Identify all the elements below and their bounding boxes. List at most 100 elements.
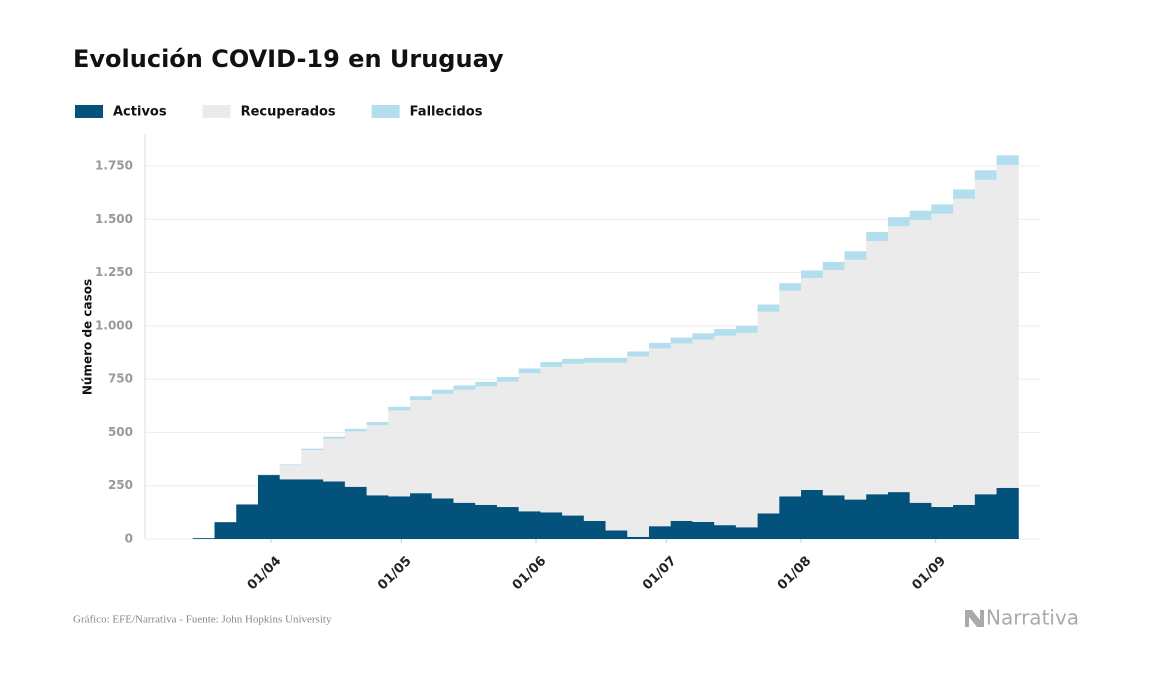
area-step xyxy=(866,241,889,495)
area-step xyxy=(844,499,867,539)
area-step xyxy=(866,232,889,242)
area-step xyxy=(692,333,715,340)
area-step xyxy=(583,520,607,539)
area-step xyxy=(822,261,845,270)
x-tick-label: 01/05 xyxy=(375,554,415,594)
area-step xyxy=(453,385,476,390)
area-step xyxy=(518,511,541,539)
y-tick-label: 1.000 xyxy=(95,318,133,332)
area-step xyxy=(496,507,520,539)
area-step xyxy=(735,332,759,528)
area-step xyxy=(301,450,324,480)
y-tick-label: 0 xyxy=(125,532,133,546)
area-step xyxy=(974,179,998,495)
area-step xyxy=(344,428,368,432)
area-step xyxy=(909,219,932,503)
area-step xyxy=(562,363,585,516)
area-step xyxy=(410,400,433,494)
area-step xyxy=(366,421,389,426)
y-axis-label: Número de casos xyxy=(81,279,95,395)
area-step xyxy=(410,493,433,539)
chart-title: Evolución COVID-19 en Uruguay xyxy=(73,45,504,73)
area-step xyxy=(844,259,867,500)
area-step xyxy=(279,479,302,539)
area-step xyxy=(648,526,672,539)
area-step xyxy=(605,357,628,363)
x-tick-label: 01/07 xyxy=(640,554,680,594)
area-step xyxy=(562,358,585,364)
area-step xyxy=(388,406,411,411)
area-step xyxy=(974,170,998,180)
area-step xyxy=(453,389,476,503)
area-step xyxy=(887,492,911,539)
area-step xyxy=(757,311,780,514)
x-tick-label: 01/06 xyxy=(510,554,550,594)
y-tick-label: 1.250 xyxy=(95,265,133,279)
y-tick-label: 1.750 xyxy=(95,158,133,172)
brand-logo: Narrativa xyxy=(965,606,1079,630)
legend-label: Activos xyxy=(113,105,167,120)
area-step xyxy=(648,348,672,527)
area-step xyxy=(887,226,911,493)
area-step xyxy=(714,335,737,526)
area-step xyxy=(801,489,824,539)
x-tick-label: 01/04 xyxy=(245,554,285,594)
y-tick-label: 500 xyxy=(108,425,133,439)
area-step xyxy=(670,343,693,521)
area-step xyxy=(627,536,650,539)
area-step xyxy=(801,278,824,490)
area-step xyxy=(670,520,693,539)
area-step xyxy=(953,189,976,199)
area-step xyxy=(518,368,541,374)
area-step xyxy=(366,425,389,496)
area-step xyxy=(475,504,498,539)
area-step xyxy=(583,357,607,363)
legend-swatch xyxy=(202,105,231,118)
area-step xyxy=(953,198,976,505)
area-step xyxy=(692,521,715,539)
legend-label: Recuperados xyxy=(241,105,336,120)
area-step xyxy=(540,366,563,513)
area-step xyxy=(388,496,411,539)
area-step xyxy=(410,396,433,401)
area-step xyxy=(301,479,324,539)
area-step xyxy=(344,486,368,539)
logo-icon xyxy=(965,610,984,627)
plot-area xyxy=(192,155,1019,539)
area-step xyxy=(562,515,585,539)
area-step xyxy=(475,381,498,387)
area-step xyxy=(648,342,672,349)
brand-name: Narrativa xyxy=(986,606,1079,630)
y-tick-label: 750 xyxy=(108,372,133,386)
area-step xyxy=(453,502,476,539)
area-step xyxy=(257,475,281,539)
area-step xyxy=(844,251,867,260)
area-step xyxy=(714,329,737,336)
area-step xyxy=(388,410,411,497)
area-step xyxy=(931,204,954,214)
area-step xyxy=(931,507,954,539)
area-step xyxy=(431,498,454,539)
area-step xyxy=(953,504,976,539)
area-step xyxy=(323,438,346,482)
area-step xyxy=(279,464,302,466)
area-step xyxy=(779,496,802,539)
area-step xyxy=(779,290,802,497)
area-step xyxy=(887,217,911,227)
area-step xyxy=(496,381,520,508)
area-step xyxy=(974,494,998,539)
area-step xyxy=(475,386,498,505)
area-step xyxy=(757,513,780,539)
area-step xyxy=(605,362,628,531)
x-tick-label: 01/08 xyxy=(775,554,815,594)
area-step xyxy=(518,373,541,512)
area-step xyxy=(822,495,845,539)
area-step xyxy=(909,502,932,539)
legend-label: Fallecidos xyxy=(410,105,483,120)
area-step xyxy=(605,530,628,539)
area-step xyxy=(931,213,954,508)
area-step xyxy=(301,448,324,451)
area-step xyxy=(431,389,454,394)
area-step xyxy=(670,337,693,344)
area-step xyxy=(757,304,780,312)
